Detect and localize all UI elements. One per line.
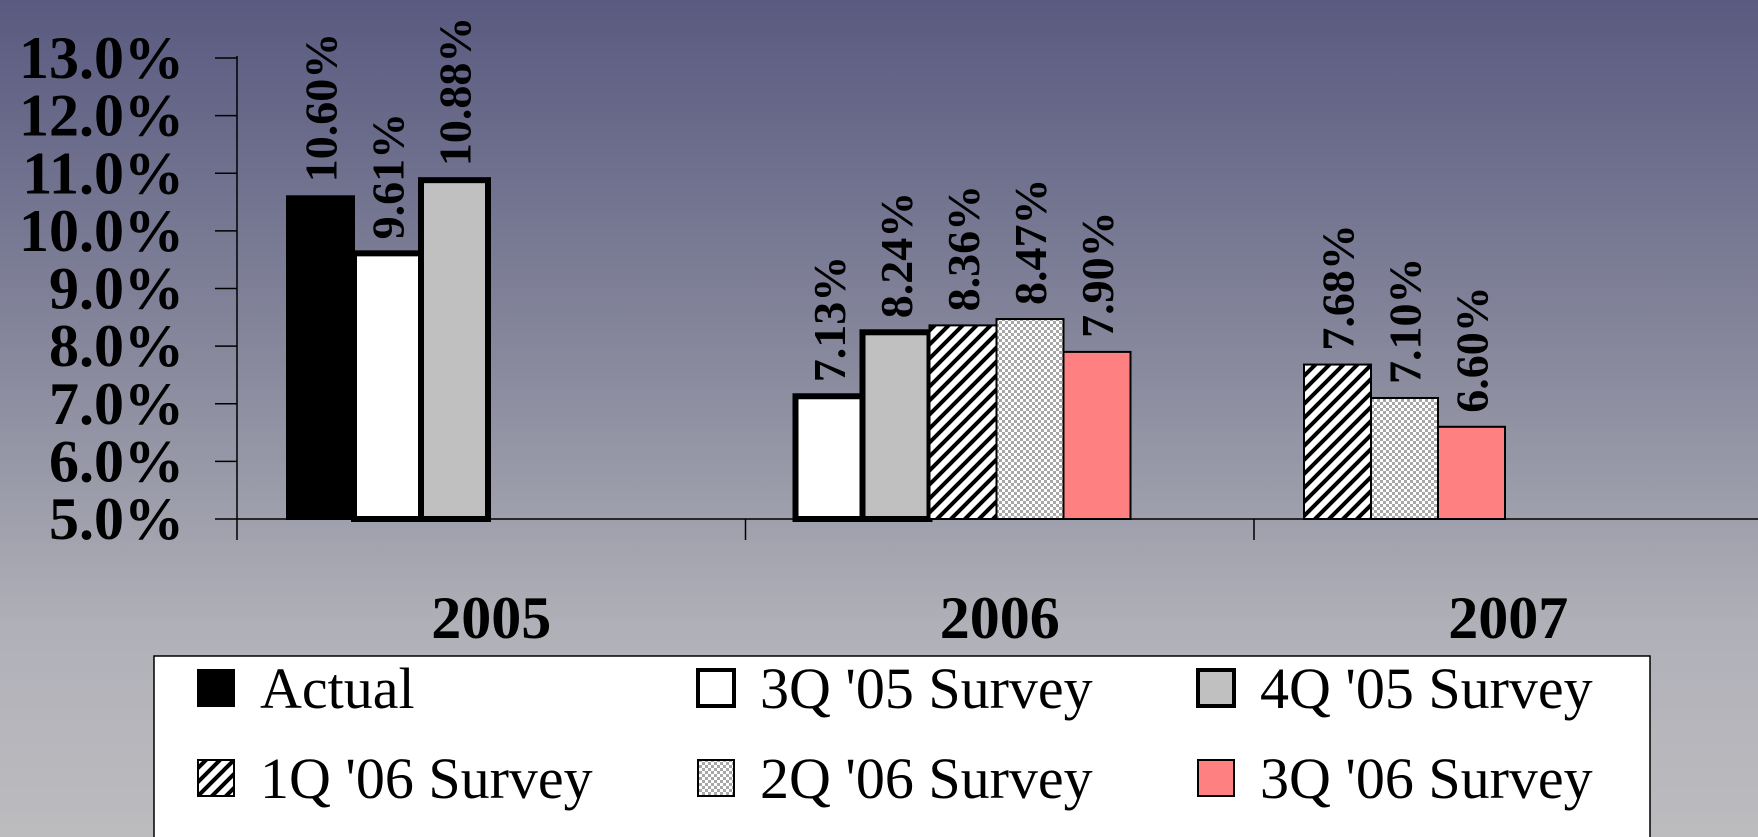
- y-tick-label: 6.0%: [49, 428, 184, 494]
- legend-swatch-actual: [197, 669, 235, 707]
- bar-3q-05-survey-2005: [351, 250, 424, 522]
- legend-swatch-3q-06-survey: [1197, 759, 1235, 797]
- data-label-3q-05-survey-2006: 7.13%: [804, 256, 855, 383]
- legend-swatch-2q-06-survey: [697, 759, 735, 797]
- bar-2q-06-survey-2007: [1370, 396, 1439, 520]
- y-tick-label: 9.0%: [49, 256, 184, 322]
- legend-swatch-4q-05-survey: [1196, 668, 1236, 708]
- data-label-3q-05-survey-2005: 9.61%: [363, 113, 414, 240]
- y-tick-label: 10.0%: [19, 198, 184, 264]
- data-label-actual-2005: 10.60%: [296, 33, 347, 183]
- legend-label-2q-06-survey: 2Q '06 Survey: [760, 746, 1093, 811]
- bar-1q-06-survey-2006: [928, 324, 998, 520]
- data-labels: 10.60% 9.61% 10.88% 7.13% 8.24% 8.36% 8.47% 7.9…: [296, 17, 1498, 413]
- legend-label-3q-06-survey: 3Q '06 Survey: [1260, 746, 1593, 811]
- data-label-4q-05-survey-2005: 10.88%: [430, 17, 481, 167]
- legend-label-4q-05-survey: 4Q '05 Survey: [1260, 656, 1593, 721]
- bar-4q-05-survey-2005: [418, 177, 491, 522]
- y-tick-label: 11.0%: [22, 140, 184, 206]
- bar-2q-06-survey-2006: [995, 318, 1065, 521]
- bar-4q-05-survey-2006: [859, 329, 933, 523]
- data-label-2q-06-survey-2006: 8.47%: [1005, 179, 1056, 306]
- data-label-3q-06-survey-2006: 7.90%: [1072, 211, 1123, 338]
- y-tick-label: 12.0%: [19, 83, 184, 149]
- legend-swatch-1q-06-survey: [197, 759, 235, 797]
- y-tick-label: 5.0%: [49, 486, 184, 552]
- data-label-1q-06-survey-2007: 7.68%: [1313, 224, 1364, 351]
- legend-label-1q-06-survey: 1Q '06 Survey: [260, 746, 593, 811]
- legend-box: [153, 655, 1651, 837]
- data-label-4q-05-survey-2006: 8.24%: [871, 192, 922, 319]
- category-label-2005: 2005: [431, 585, 551, 651]
- y-tick-label: 8.0%: [49, 313, 184, 379]
- category-label-2006: 2006: [940, 585, 1060, 651]
- bar-3q-06-survey-2006: [1062, 350, 1132, 521]
- data-label-1q-06-survey-2006: 8.36%: [938, 185, 989, 312]
- axes: 5.0%6.0%7.0%8.0%9.0%10.0%11.0%12.0%13.0%…: [19, 25, 1758, 651]
- legend-label-3q-05-survey: 3Q '05 Survey: [760, 656, 1093, 721]
- data-label-2q-06-survey-2007: 7.10%: [1380, 257, 1431, 384]
- bar-actual-2005: [286, 195, 355, 521]
- data-label-3q-06-survey-2007: 6.60%: [1447, 286, 1498, 413]
- y-tick-label: 7.0%: [49, 371, 184, 437]
- bar-3q-06-survey-2007: [1437, 425, 1506, 520]
- bars: [286, 177, 1506, 523]
- legend: Actual 3Q '05 Survey 4Q '05 Survey 1Q '06 S…: [153, 655, 1651, 837]
- legend-label-actual: Actual: [260, 656, 415, 721]
- bar-1q-06-survey-2007: [1303, 363, 1372, 520]
- y-tick-label: 13.0%: [19, 25, 184, 91]
- category-label-2007: 2007: [1448, 585, 1568, 651]
- legend-swatch-3q-05-survey: [696, 668, 736, 708]
- bar-3q-05-survey-2006: [792, 393, 866, 523]
